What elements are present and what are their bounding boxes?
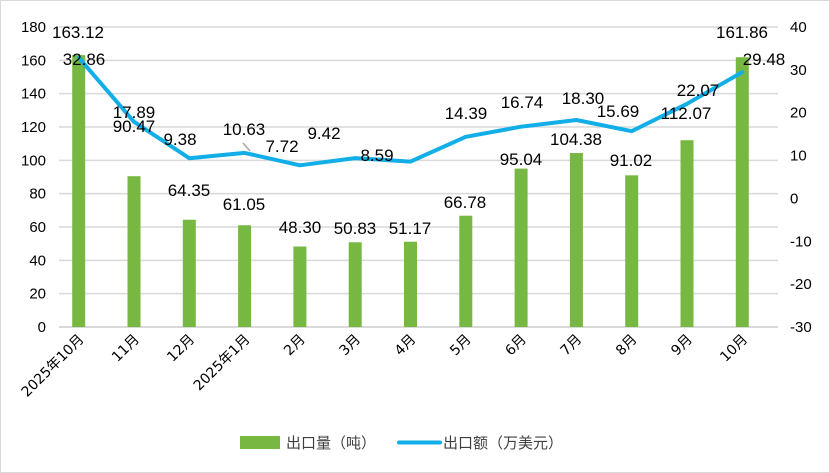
bar-data-label: 64.35: [168, 181, 211, 200]
right-axis-tick-label: 30: [790, 62, 807, 79]
bar-data-label: 51.17: [389, 219, 432, 238]
x-axis-tick-label: 9月: [668, 332, 696, 360]
legend-swatch-bar: [240, 436, 280, 449]
bar: [293, 246, 307, 327]
right-axis-tick-label: 40: [790, 19, 807, 36]
x-axis-tick-label: 2025年1月: [191, 332, 254, 395]
x-axis-tick-label: 2025年10月: [19, 332, 88, 401]
x-axis-tick-label: 11月: [109, 332, 143, 366]
line-data-label: 15.69: [597, 102, 640, 121]
left-axis-tick-label: 40: [29, 252, 46, 269]
right-axis-tick-label: 20: [790, 105, 807, 122]
legend: 出口量（吨） 出口额（万美元）: [240, 434, 563, 452]
line-data-label: 9.38: [163, 130, 196, 149]
bar-data-label: 61.05: [223, 195, 266, 214]
x-axis-tick-label: 3月: [337, 332, 365, 360]
bar: [514, 168, 528, 327]
bar-data-label: 48.30: [279, 218, 322, 237]
line-data-label: 22.07: [677, 81, 720, 100]
right-axis-tick-label: -10: [790, 233, 812, 250]
left-axis-tick-label: 180: [21, 19, 46, 36]
x-axis-tick-label: 12月: [164, 332, 198, 366]
bar-data-label: 50.83: [334, 219, 377, 238]
left-axis-tick-label: 20: [29, 286, 46, 303]
legend-label-line: 出口额（万美元）: [443, 434, 563, 452]
left-axis-tick-label: 80: [29, 186, 46, 203]
right-axis-tick-label: 0: [790, 190, 798, 207]
line-data-label: 32.86: [63, 50, 106, 69]
left-axis-tick-label: 0: [38, 319, 46, 336]
line-data-label: 18.30: [562, 89, 605, 108]
bar-data-label: 90.47: [113, 117, 156, 136]
line-data-label: 16.74: [501, 93, 544, 112]
x-axis-tick-label: 8月: [613, 332, 641, 360]
bar: [459, 215, 473, 327]
left-axis-ticks: 0 20 40 60 80 100 120 140 160 180: [21, 19, 46, 336]
line-series: [76, 55, 745, 168]
bar: [238, 225, 252, 327]
bar: [182, 219, 196, 327]
bar-data-label: 104.38: [550, 130, 602, 149]
x-axis-tick-label: 5月: [447, 332, 475, 360]
bar: [625, 175, 639, 327]
bar: [127, 176, 141, 327]
bar-data-label: 91.02: [610, 151, 653, 170]
bar-series: [72, 55, 749, 328]
line-data-label: 8.59: [360, 146, 393, 165]
right-axis-ticks: -30 -20 -10 0 10 20 30 40: [790, 19, 812, 336]
right-axis-tick-label: -30: [790, 319, 812, 336]
bar-data-label: 66.78: [444, 193, 487, 212]
line-data-label: 17.89: [113, 103, 156, 122]
line-data-label: 7.72: [265, 137, 298, 156]
bar-data-label: 163.12: [52, 23, 104, 42]
line-path: [76, 55, 745, 168]
line-data-label: 14.39: [445, 104, 488, 123]
line-data-label: 29.48: [743, 50, 786, 69]
x-axis-tick-label: 2月: [281, 332, 309, 360]
right-axis-tick-label: -20: [790, 276, 812, 293]
left-axis-tick-label: 120: [21, 119, 46, 136]
x-axis-tick-label: 10月: [717, 332, 751, 366]
line-data-label: 9.42: [307, 124, 340, 143]
left-axis-tick-label: 60: [29, 219, 46, 236]
x-axis-tick-label: 7月: [558, 332, 586, 360]
legend-label-bar: 出口量（吨）: [286, 434, 376, 452]
bar: [735, 57, 749, 327]
bar: [404, 241, 417, 327]
left-axis-tick-label: 160: [21, 52, 46, 69]
left-axis-tick-label: 140: [21, 86, 46, 103]
bar-data-labels: 163.12 90.47 64.35 61.05 48.30 50.83 51.17 66.7…: [52, 23, 768, 238]
left-axis-tick-label: 100: [21, 152, 46, 169]
bar-data-label: 112.07: [661, 104, 712, 123]
line-data-label: 10.63: [223, 120, 266, 139]
bar-data-label: 95.04: [500, 150, 543, 169]
bar: [680, 140, 694, 327]
bar: [569, 153, 583, 327]
gridlines: [59, 26, 778, 328]
x-axis-tick-label: 6月: [502, 332, 530, 360]
right-axis-tick-label: 10: [790, 148, 807, 165]
leader-line: [242, 142, 251, 152]
bar-data-label: 161.86: [716, 23, 768, 42]
line-data-labels: 32.86 17.89 9.38 10.637.72 9.42 8.59 14.39 16.7…: [63, 50, 786, 165]
bar: [348, 242, 362, 327]
bar: [72, 55, 86, 328]
x-axis-tick-label: 4月: [392, 332, 420, 360]
